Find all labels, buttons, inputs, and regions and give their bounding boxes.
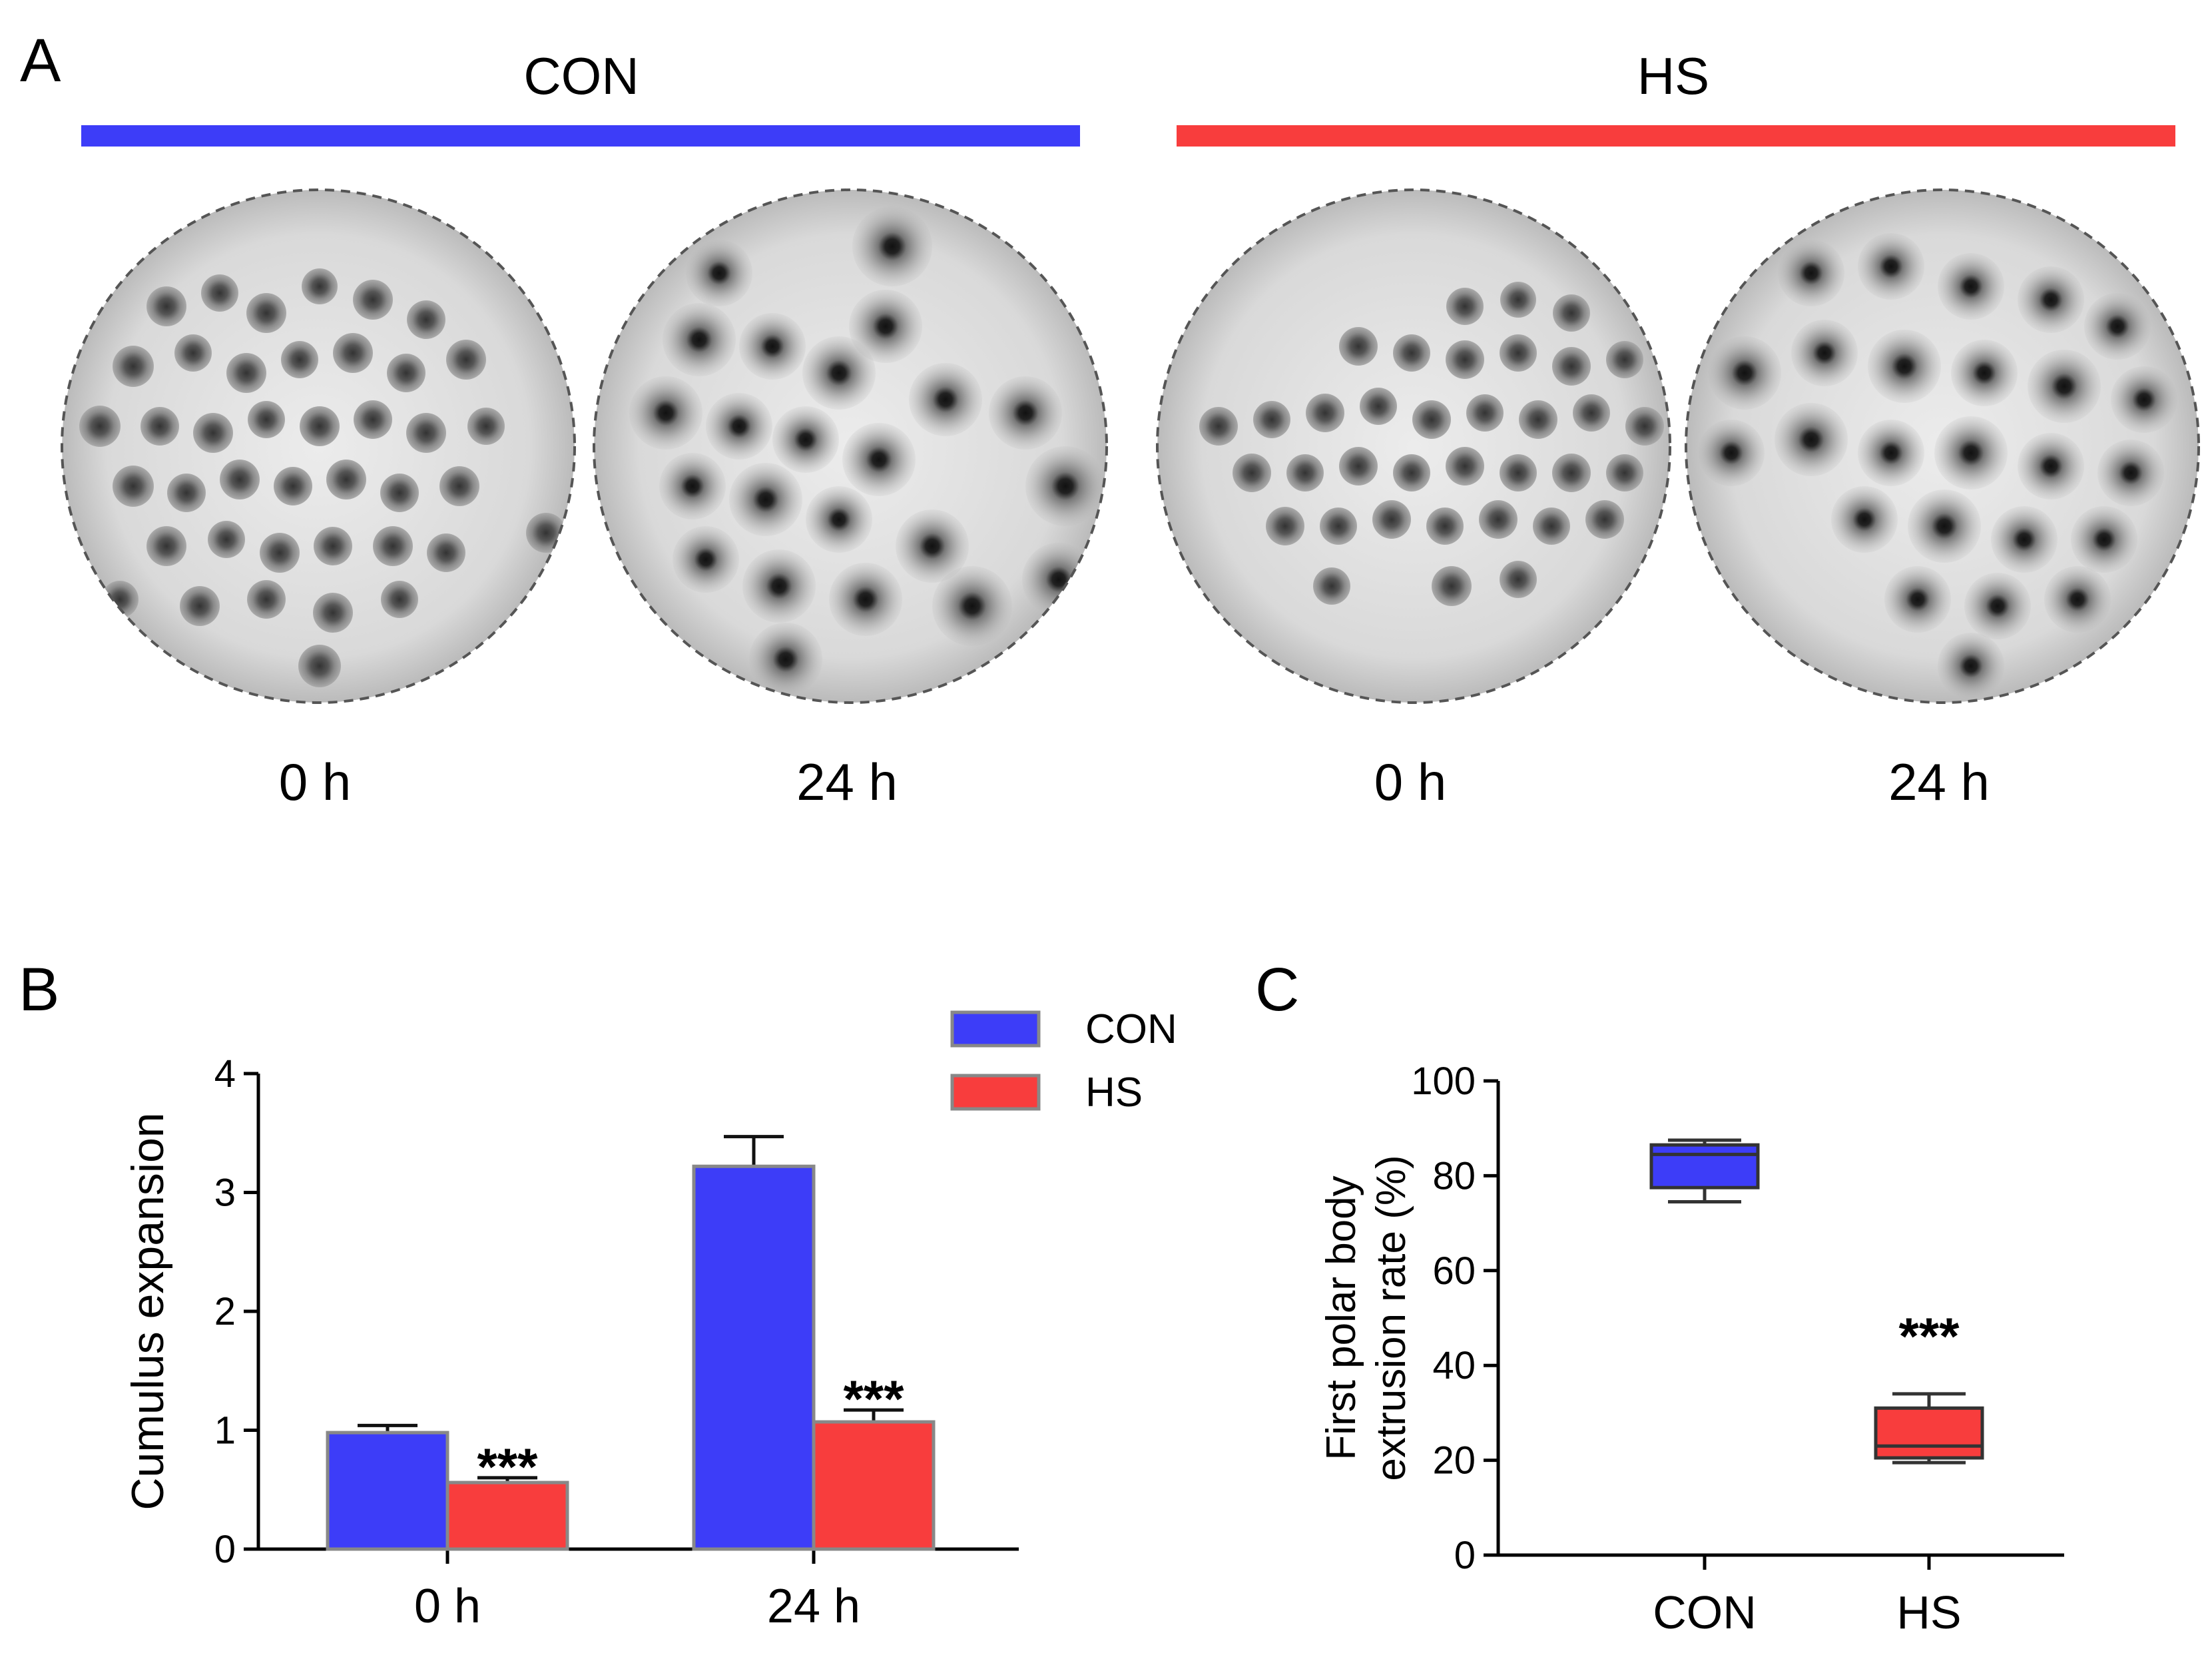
panel-a-letter: A	[20, 27, 61, 95]
con-group-label: CON	[523, 47, 639, 105]
box-hs	[1874, 1406, 1984, 1460]
significance-annotation: ***	[1898, 1307, 1960, 1365]
x-tick-label: CON	[1653, 1586, 1757, 1638]
legend-label-con: CON	[1085, 1006, 1177, 1052]
micrograph-hs-0h	[1157, 190, 1670, 703]
time-label-hs-24h: 24 h	[1888, 753, 1990, 811]
micrograph-images	[61, 188, 2200, 704]
y-axis-label: Cumulus expansion	[123, 1112, 173, 1510]
time-label-con-0h: 0 h	[278, 753, 352, 811]
micrograph-hs-24h	[1686, 190, 2199, 703]
y-tick-label: 2	[214, 1290, 236, 1333]
hs-group-label: HS	[1637, 47, 1710, 105]
micrograph-con-0h	[62, 190, 575, 703]
significance-annotation: ***	[843, 1369, 904, 1428]
y-tick-label: 4	[214, 1052, 236, 1096]
micrograph-con-24h	[594, 190, 1107, 703]
y-tick-label: 1	[214, 1409, 236, 1453]
legend-label-hs: HS	[1085, 1070, 1143, 1116]
y-tick-label: 0	[1454, 1534, 1476, 1577]
x-tick-label: 24 h	[767, 1580, 860, 1633]
x-tick-label: HS	[1896, 1586, 1961, 1638]
con-group-bar	[81, 125, 1080, 147]
y-axis-label-line1: First polar body	[1318, 1175, 1364, 1460]
y-tick-label: 0	[214, 1528, 236, 1571]
time-label-con-24h: 24 h	[796, 753, 898, 811]
time-label-hs-0h: 0 h	[1374, 753, 1447, 811]
panel-c-letter: C	[1255, 956, 1300, 1024]
chart-c-polar-body-rate: 0 20 40 60 80 100 CON HS *** First polar body extr…	[1318, 1060, 2064, 1638]
x-tick-label: 0 h	[414, 1580, 481, 1633]
bar-con-24h	[692, 1164, 816, 1551]
panel-b-letter: B	[19, 956, 60, 1024]
y-tick-label: 40	[1432, 1344, 1476, 1387]
legend-swatch-con	[950, 1010, 1041, 1048]
chart-b-cumulus-expansion: 0 1 2 3 4 0 h *** 24 h *** Cumulus expansion CON HS	[123, 1006, 1177, 1633]
significance-annotation: ***	[477, 1437, 538, 1496]
hs-group-bar	[1177, 125, 2175, 147]
bar-hs-24h	[812, 1420, 936, 1551]
y-tick-label: 20	[1432, 1439, 1476, 1483]
y-tick-label: 80	[1432, 1154, 1476, 1197]
y-tick-label: 100	[1411, 1060, 1476, 1103]
box-con	[1649, 1143, 1760, 1189]
legend-swatch-hs	[950, 1074, 1041, 1111]
y-tick-label: 3	[214, 1171, 236, 1215]
bar-hs-0h	[445, 1481, 569, 1551]
y-tick-label: 60	[1432, 1249, 1476, 1293]
y-axis-label-line2: extrusion rate (%)	[1368, 1155, 1414, 1481]
bar-con-0h	[326, 1431, 449, 1551]
